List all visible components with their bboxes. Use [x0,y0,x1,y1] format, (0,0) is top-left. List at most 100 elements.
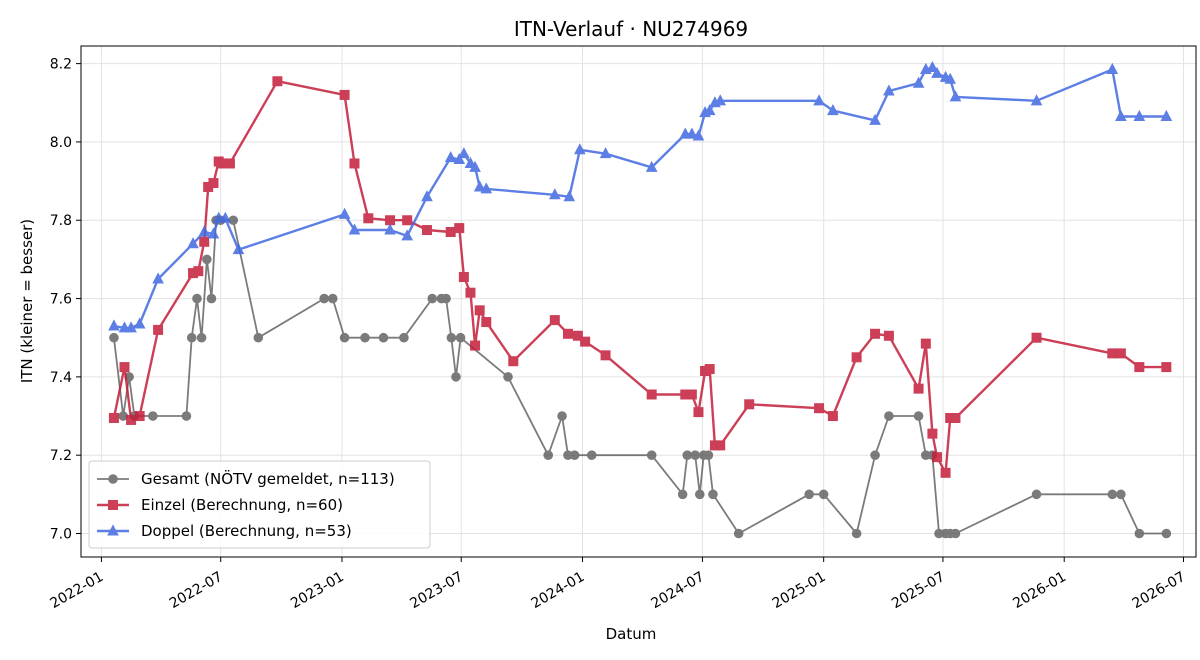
data-point [949,90,962,102]
data-point [148,411,158,421]
data-point [1107,489,1118,500]
data-point [693,407,704,418]
y-tick-label: 8.0 [50,135,72,151]
data-point [455,332,466,343]
data-point [1161,528,1172,539]
data-point [1116,489,1126,500]
data-point [549,315,560,326]
series-layer [108,60,1173,539]
data-point [119,362,130,373]
legend-label: Doppel (Berechnung, n=53) [141,522,352,540]
data-point [427,293,438,304]
data-point [645,160,658,172]
data-point [599,147,612,159]
data-point [421,225,432,236]
data-point [272,76,283,87]
data-point [446,332,457,343]
data-point [134,411,145,422]
legend-label: Einzel (Berechnung, n=60) [141,496,343,514]
data-point [508,356,519,367]
data-point [469,160,481,172]
data-point [458,272,469,283]
data-point [339,89,350,100]
data-point [465,287,476,298]
data-point [931,66,943,78]
data-point [152,272,164,284]
data-point [692,129,705,141]
data-point [733,528,744,539]
data-point [126,414,137,425]
data-point [1031,489,1042,500]
data-point [557,411,567,421]
data-point [827,411,838,422]
data-point [363,213,374,224]
data-point [686,389,697,400]
data-point [580,336,591,347]
data-point [884,411,894,421]
data-point [109,332,119,343]
x-axis-title: Datum [606,625,657,643]
data-point [1106,62,1119,74]
data-point [944,72,957,84]
series-2 [108,60,1173,333]
data-point [818,489,829,500]
data-point [563,190,576,202]
data-point [339,332,350,343]
legend-box [88,460,431,549]
data-point [827,104,839,116]
data-point [927,428,938,439]
legend-label: Gesamt (NÖTV gemeldet, n=113) [141,469,395,488]
data-point [192,293,202,304]
data-point [814,403,825,414]
legend: Gesamt (NÖTV gemeldet, n=113) Einzel (Ber… [88,460,431,549]
data-point [703,104,716,116]
data-point [349,158,360,169]
data-point [453,152,466,165]
data-point [646,389,657,400]
data-point [208,178,219,189]
data-point [646,450,657,460]
data-point [253,332,264,343]
data-point [940,467,951,478]
data-point [401,229,414,241]
plot-frame [80,45,1197,558]
data-point [708,489,718,500]
data-point [228,215,239,226]
data-point [920,338,931,349]
data-point [360,332,370,343]
data-point [704,364,715,375]
data-point [686,127,698,139]
data-point [108,319,120,331]
data-point [950,528,961,539]
data-point [569,450,580,460]
data-point [932,452,943,463]
data-point [186,332,197,343]
data-point [912,76,925,88]
data-point [348,223,361,235]
data-point [682,450,693,460]
data-point [694,489,705,500]
data-point [473,180,486,192]
data-point [199,236,210,247]
data-point [108,412,119,423]
data-point [926,60,939,73]
data-point [319,293,329,304]
data-point [1133,109,1146,121]
data-point [232,243,245,255]
data-point [198,225,211,237]
data-point [1134,528,1145,539]
data-point [1115,348,1126,359]
chart-title: ITN-Verlauf · NU274969 [514,17,748,41]
data-point [548,188,561,200]
data-point [441,293,451,304]
data-point [913,411,924,421]
data-point [480,182,493,194]
data-point [384,223,396,235]
legend-entry [97,474,129,484]
y-axis-title: ITN (kleiner = besser) [18,219,36,383]
legend-marker [108,474,118,484]
data-point [1161,362,1172,373]
data-point [1031,332,1042,343]
data-point [913,383,924,394]
data-point [402,215,413,226]
